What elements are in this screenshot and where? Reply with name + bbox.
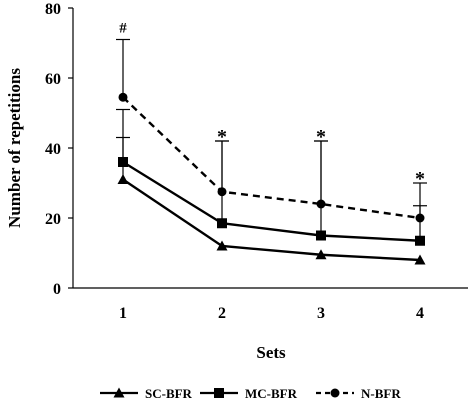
significance-marker: * — [217, 126, 227, 148]
legend-label: MC-BFR — [245, 386, 298, 401]
x-tick-label: 1 — [119, 305, 127, 322]
y-tick-label: 60 — [45, 71, 61, 88]
legend-item-sc-bfr: SC-BFR — [100, 386, 193, 401]
legend-marker — [113, 387, 125, 398]
data-point-mc-bfr — [316, 230, 326, 241]
legend-marker — [214, 388, 224, 398]
data-point-n-bfr — [316, 199, 326, 209]
y-tick-label: 40 — [45, 141, 61, 158]
y-tick-label: 80 — [45, 1, 61, 18]
y-tick-label: 0 — [53, 281, 61, 298]
x-tick-label: 3 — [317, 305, 325, 322]
data-point-mc-bfr — [217, 218, 227, 229]
significance-annotations: # * * * — [119, 21, 425, 191]
significance-marker: # — [119, 21, 127, 37]
x-tick-labels: 1 2 3 4 — [119, 305, 424, 322]
legend-marker — [330, 388, 340, 398]
legend-label: N-BFR — [361, 386, 401, 401]
data-point-sc-bfr — [216, 240, 228, 251]
data-point-sc-bfr — [117, 174, 129, 184]
legend-label: SC-BFR — [145, 386, 193, 401]
data-point-n-bfr — [118, 92, 128, 102]
data-point-n-bfr — [217, 187, 227, 197]
data-point-mc-bfr — [118, 157, 128, 167]
data-point-n-bfr — [415, 213, 425, 223]
data-point-sc-bfr — [414, 254, 426, 265]
legend-item-mc-bfr: MC-BFR — [200, 386, 298, 401]
significance-marker: * — [415, 168, 425, 190]
data-point-mc-bfr — [415, 235, 425, 246]
series-line-n-bfr — [122, 96, 421, 220]
error-bars — [116, 38, 427, 241]
x-axis-title: Sets — [256, 343, 286, 362]
legend: SC-BFR MC-BFR N-BFR — [100, 386, 401, 401]
data-markers — [117, 92, 426, 265]
y-axis-title: Number of repetitions — [5, 68, 24, 228]
x-tick-label: 4 — [416, 305, 424, 322]
y-tick-label: 20 — [45, 211, 61, 228]
legend-item-n-bfr: N-BFR — [316, 386, 401, 401]
data-point-sc-bfr — [315, 249, 327, 260]
x-tick-label: 2 — [218, 305, 226, 322]
series-line-sc-bfr — [122, 178, 421, 262]
series-line-mc-bfr — [122, 160, 421, 242]
axes — [72, 8, 468, 289]
significance-marker: * — [316, 126, 326, 148]
series-lines — [122, 96, 421, 262]
y-tick-labels: 0 20 40 60 80 — [45, 1, 73, 298]
